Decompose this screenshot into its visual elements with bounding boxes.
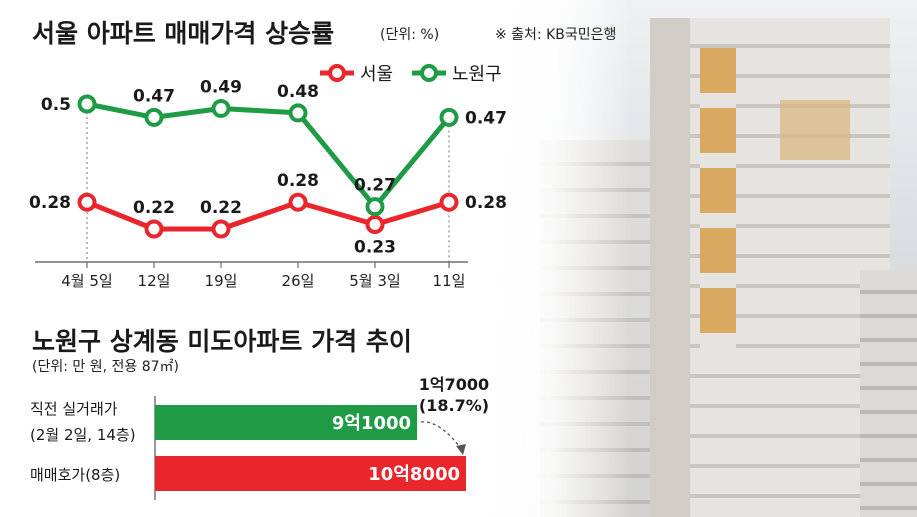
legend-label: 노원구 xyxy=(452,64,502,85)
source-note: ※ 출처: KB국민은행 xyxy=(495,27,617,43)
data-point xyxy=(77,192,97,212)
data-label: 0.28 xyxy=(29,193,71,213)
series-line-seoul xyxy=(86,199,450,232)
difference-arrow-head xyxy=(456,444,466,455)
legend-label: 서울 xyxy=(360,64,393,85)
data-point xyxy=(211,219,231,239)
data-label: 0.27 xyxy=(354,176,396,196)
data-label: 0.23 xyxy=(354,238,396,258)
x-tick-label: 26일 xyxy=(282,272,315,290)
data-point xyxy=(144,219,164,239)
bar xyxy=(155,456,466,491)
bar-value-label: 10억8000 xyxy=(368,464,460,485)
difference-annotation: 1억7000 xyxy=(419,375,489,394)
data-label: 0.49 xyxy=(200,77,242,97)
data-label: 0.47 xyxy=(133,86,175,106)
x-tick-label: 5월 3일 xyxy=(349,272,400,290)
bar xyxy=(155,405,418,440)
bar-chart-title: 노원구 상계동 미도아파트 가격 추이 xyxy=(32,327,412,356)
data-label: 0.5 xyxy=(41,95,71,115)
photo-fade xyxy=(470,0,630,517)
legend-swatch-marker xyxy=(420,64,438,82)
legend-swatch-marker xyxy=(328,64,346,82)
data-label: 0.48 xyxy=(277,82,319,102)
difference-annotation-percent: (18.7%) xyxy=(419,396,489,415)
data-point xyxy=(439,192,459,212)
data-point xyxy=(77,94,97,114)
bar-category-label: 직전 실거래가 xyxy=(30,400,118,418)
data-label: 0.47 xyxy=(465,108,507,128)
bar-chart-unit: (단위: 만 원, 전용 87㎡) xyxy=(32,359,179,375)
line-chart-unit: (단위: %) xyxy=(380,27,440,43)
building-sign xyxy=(780,100,850,160)
data-point xyxy=(365,197,385,217)
data-label: 0.28 xyxy=(277,171,319,191)
x-tick-label: 11일 xyxy=(433,272,466,290)
x-tick-label: 12일 xyxy=(138,272,171,290)
x-tick-label: 4월 5일 xyxy=(61,272,112,290)
data-point xyxy=(211,98,231,118)
series-line-nowon xyxy=(86,101,451,210)
data-label: 0.22 xyxy=(133,198,175,218)
data-label: 0.22 xyxy=(200,198,242,218)
bar-category-label: 매매호가(8층) xyxy=(30,466,120,484)
bar-value-label: 9억1000 xyxy=(332,413,411,434)
x-tick-label: 19일 xyxy=(205,272,238,290)
data-point xyxy=(365,215,385,235)
difference-arrow xyxy=(420,421,463,451)
data-point xyxy=(288,103,308,123)
bar-category-label: (2월 2일, 14층) xyxy=(30,426,136,444)
data-point xyxy=(288,192,308,212)
apartment-building-main xyxy=(690,18,890,517)
line-chart-title: 서울 아파트 매매가격 상승률 xyxy=(32,19,335,48)
apartment-building-right xyxy=(860,270,917,517)
data-label: 0.28 xyxy=(465,193,507,213)
data-point xyxy=(144,107,164,127)
data-point xyxy=(439,107,459,127)
